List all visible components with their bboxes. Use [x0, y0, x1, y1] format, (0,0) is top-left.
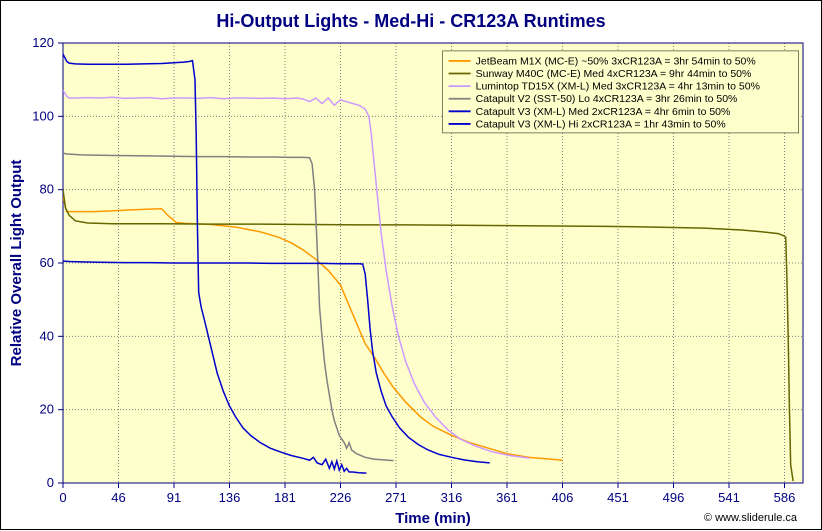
svg-text:0: 0 [59, 490, 66, 505]
svg-text:406: 406 [552, 490, 574, 505]
svg-text:0: 0 [47, 475, 54, 490]
chart-plot: 0 20 40 60 80 100 120 0 46 91 136 181 226 271 316 361 40… [1, 1, 822, 531]
credit-text: © www.sliderule.ca [704, 512, 797, 524]
legend-label: Catapult V2 (SST-50) Lo 4xCR123A = 3hr 2… [476, 93, 738, 105]
legend-label: Catapult V3 (XM-L) Hi 2xCR123A = 1hr 43m… [476, 118, 726, 130]
svg-text:Relative Overall Light Output: Relative Overall Light Output [8, 160, 25, 367]
svg-text:361: 361 [496, 490, 518, 505]
svg-text:316: 316 [441, 490, 463, 505]
svg-text:46: 46 [111, 490, 125, 505]
svg-text:120: 120 [32, 35, 54, 50]
svg-text:20: 20 [40, 402, 54, 417]
svg-text:136: 136 [219, 490, 241, 505]
svg-text:Time (min): Time (min) [395, 510, 471, 527]
svg-text:80: 80 [40, 182, 54, 197]
chart-container: Hi-Output Lights - Med-Hi - CR123A Runti… [0, 0, 822, 530]
svg-text:181: 181 [274, 490, 296, 505]
svg-text:451: 451 [607, 490, 629, 505]
svg-text:541: 541 [718, 490, 740, 505]
legend-label: Catapult V3 (XM-L) Med 2xCR123A = 4hr 6m… [476, 106, 731, 118]
legend-label: Sunway M40C (MC-E) Med 4xCR123A = 9hr 44… [476, 68, 752, 80]
legend-label: Lumintop TD15X (XM-L) Med 3xCR123A = 4hr… [476, 81, 760, 93]
svg-text:226: 226 [330, 490, 352, 505]
svg-text:496: 496 [663, 490, 685, 505]
svg-text:586: 586 [774, 490, 796, 505]
svg-text:271: 271 [385, 490, 407, 505]
legend-label: JetBeam M1X (MC-E) ~50% 3xCR123A = 3hr 5… [476, 55, 756, 67]
svg-text:60: 60 [40, 255, 54, 270]
svg-text:100: 100 [32, 108, 54, 123]
svg-text:40: 40 [40, 328, 54, 343]
svg-text:91: 91 [167, 490, 181, 505]
